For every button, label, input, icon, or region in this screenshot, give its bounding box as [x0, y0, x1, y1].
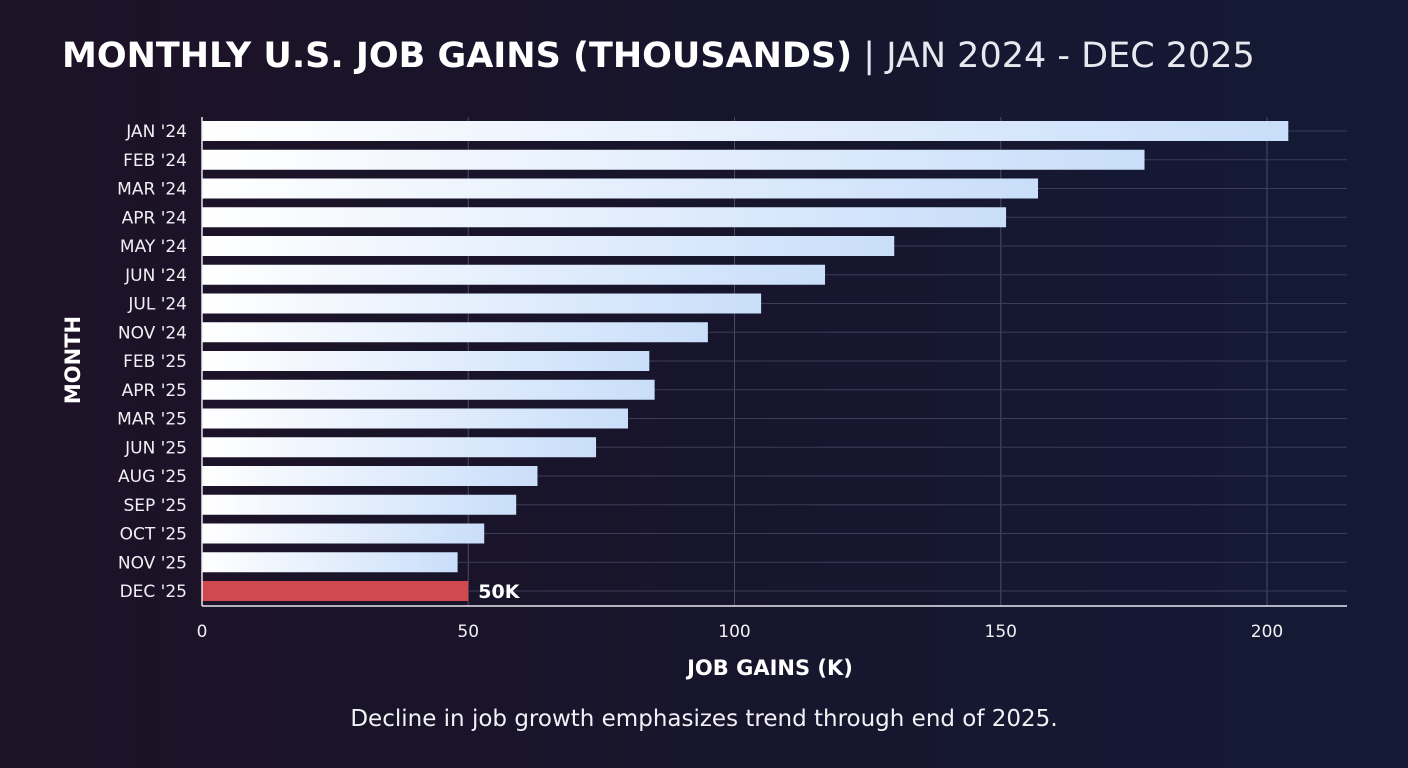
category-label: MAY '24: [120, 237, 187, 257]
category-label: JUN '24: [124, 266, 187, 286]
bar: [202, 149, 1145, 170]
x-tick-label: 0: [197, 622, 208, 642]
bar: [202, 207, 1007, 228]
bar: [202, 351, 650, 371]
bar: [202, 293, 762, 314]
category-label: SEP '25: [124, 496, 188, 516]
category-label: APR '25: [122, 381, 187, 401]
bar-highlight: [202, 581, 469, 601]
bar: [202, 494, 517, 515]
category-label: FEB '24: [123, 151, 187, 171]
x-tick-label: 50: [457, 622, 479, 642]
category-label: JAN '24: [125, 122, 187, 142]
title-main: MONTHLY U.S. JOB GAINS (THOUSANDS): [62, 36, 853, 76]
chart-caption: Decline in job growth emphasizes trend t…: [350, 706, 1058, 732]
bar: [202, 408, 628, 429]
data-label: 50K: [478, 581, 520, 603]
bar: [202, 552, 458, 573]
category-label: NOV '24: [118, 323, 187, 343]
category-label: APR '24: [122, 208, 187, 228]
category-label: DEC '25: [120, 582, 187, 602]
bar: [202, 523, 485, 544]
x-tick-label: 150: [985, 622, 1017, 642]
category-label: AUG '25: [118, 467, 187, 487]
category-label: JUN '25: [124, 438, 187, 458]
y-axis-title: MONTH: [61, 316, 85, 404]
category-label: NOV '25: [118, 553, 187, 573]
bar: [202, 437, 597, 458]
category-label: OCT '25: [120, 525, 187, 545]
bar: [202, 178, 1039, 199]
bar: [202, 322, 708, 343]
category-label: MAR '24: [117, 180, 187, 200]
x-tick-label: 100: [718, 622, 750, 642]
category-label: FEB '25: [123, 352, 187, 372]
category-label: MAR '25: [117, 410, 187, 430]
bar: [202, 264, 826, 285]
bar: [202, 121, 1289, 141]
category-label: JUL '24: [127, 295, 187, 315]
title-subtitle: | JAN 2024 - DEC 2025: [852, 36, 1255, 76]
bar: [202, 236, 895, 256]
x-axis-title: JOB GAINS (K): [685, 656, 853, 680]
chart-title: MONTHLY U.S. JOB GAINS (THOUSANDS) | JAN…: [62, 36, 1255, 76]
bar: [202, 466, 538, 486]
bar: [202, 379, 655, 400]
x-tick-label: 200: [1251, 622, 1283, 642]
subtitle-text: JAN 2024 - DEC 2025: [886, 36, 1255, 76]
